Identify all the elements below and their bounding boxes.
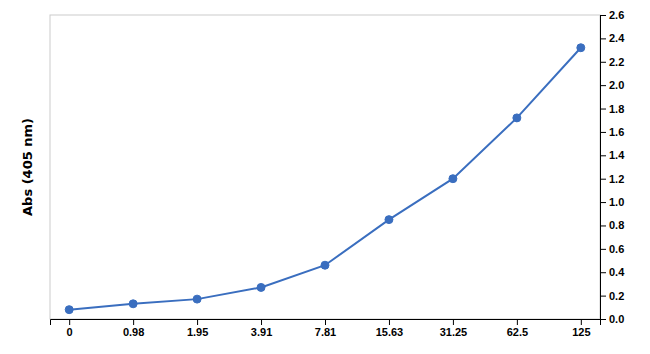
y-tick: 0.6 (600, 243, 624, 255)
y-tick-label: 0.2 (609, 290, 624, 302)
x-tick: 1.95 (187, 319, 208, 338)
y-tick-mark (600, 132, 606, 133)
x-tick-label: 62.5 (507, 326, 528, 338)
y-tick-mark (600, 109, 606, 110)
x-tick: 7.81 (315, 319, 336, 338)
point (385, 216, 393, 224)
y-tick: 1.2 (600, 173, 624, 185)
point (193, 295, 201, 303)
y-axis-line (601, 16, 607, 320)
y-axis: 0.0 0.2 0.4 0.6 0.8 1.0 1.2 1.4 1.6 1.8 2.0 2.2 2.4 2… (600, 9, 625, 325)
point (257, 283, 265, 291)
x-tick-label: 7.81 (315, 326, 336, 338)
y-tick-mark (600, 272, 606, 273)
x-tick-mark (197, 319, 198, 325)
point (577, 44, 585, 52)
y-tick-label: 2.4 (609, 32, 625, 44)
x-tick-mark (389, 319, 390, 325)
y-tick: 0.8 (600, 219, 624, 231)
y-tick-label: 2.2 (609, 56, 624, 68)
y-tick: 1.6 (600, 126, 624, 138)
chart: 0 0.98 1.95 3.91 7.81 15.63 31.25 62.5 125 0.0 0.2… (0, 0, 650, 354)
x-tick-mark (517, 319, 518, 325)
x-tick: 62.5 (507, 319, 528, 338)
y-tick-mark (600, 85, 606, 86)
y-tick: 1.8 (600, 103, 624, 115)
point (321, 261, 329, 269)
y-tick-label: 0.4 (609, 266, 625, 278)
y-tick: 2.6 (600, 9, 624, 21)
plot-frame (50, 15, 600, 319)
x-tick-mark (133, 319, 134, 325)
x-tick-mark (453, 319, 454, 325)
y-tick: 1.4 (600, 149, 625, 161)
y-tick-label: 0.6 (609, 243, 624, 255)
y-tick-label: 0.8 (609, 219, 624, 231)
y-tick-label: 1.4 (609, 149, 625, 161)
point (129, 300, 137, 308)
x-tick-label: 125 (572, 326, 590, 338)
y-tick-mark (600, 15, 606, 16)
y-tick-label: 1.8 (609, 103, 624, 115)
y-tick-mark (600, 296, 606, 297)
y-tick: 0.2 (600, 290, 624, 302)
x-tick-mark (581, 319, 582, 325)
x-tick: 0 (67, 319, 73, 338)
y-tick-label: 0.0 (609, 313, 624, 325)
x-tick-mark (69, 319, 70, 325)
x-tick: 15.63 (376, 319, 404, 338)
x-tick: 0.98 (123, 319, 144, 338)
line (69, 48, 581, 310)
y-tick-mark (600, 62, 606, 63)
y-tick-mark (600, 179, 606, 180)
plot: 0 0.98 1.95 3.91 7.81 15.63 31.25 62.5 125 0.0 0.2… (50, 9, 625, 338)
x-axis-line (51, 320, 601, 326)
point (449, 175, 457, 183)
marks (65, 44, 585, 314)
y-axis-title: Abs (405 nm) (20, 118, 35, 216)
x-tick: 125 (572, 319, 590, 338)
x-tick-label: 31.25 (440, 326, 468, 338)
x-tick-mark (325, 319, 326, 325)
x-tick-label: 15.63 (376, 326, 404, 338)
y-tick: 0.0 (600, 313, 624, 325)
x-axis: 0 0.98 1.95 3.91 7.81 15.63 31.25 62.5 125 (51, 319, 601, 338)
y-tick-label: 1.6 (609, 126, 624, 138)
x-tick-label: 0.98 (123, 326, 144, 338)
y-tick: 0.4 (600, 266, 625, 278)
x-tick-label: 0 (67, 326, 73, 338)
y-tick-label: 2.6 (609, 9, 624, 21)
y-tick-mark (600, 319, 606, 320)
y-tick-mark (600, 155, 606, 156)
y-tick: 2.0 (600, 79, 624, 91)
y-tick-mark (600, 38, 606, 39)
point (65, 306, 73, 314)
x-tick-label: 1.95 (187, 326, 208, 338)
y-tick-mark (600, 225, 606, 226)
y-tick-mark (600, 202, 606, 203)
x-tick-label: 3.91 (251, 326, 272, 338)
point (513, 114, 521, 122)
y-tick: 2.4 (600, 32, 625, 44)
x-tick-mark (261, 319, 262, 325)
y-tick-mark (600, 249, 606, 250)
x-tick: 3.91 (251, 319, 272, 338)
y-tick-label: 1.2 (609, 173, 624, 185)
y-tick-label: 1.0 (609, 196, 624, 208)
y-tick-label: 2.0 (609, 79, 624, 91)
x-tick: 31.25 (440, 319, 468, 338)
y-tick: 2.2 (600, 56, 624, 68)
y-tick: 1.0 (600, 196, 624, 208)
